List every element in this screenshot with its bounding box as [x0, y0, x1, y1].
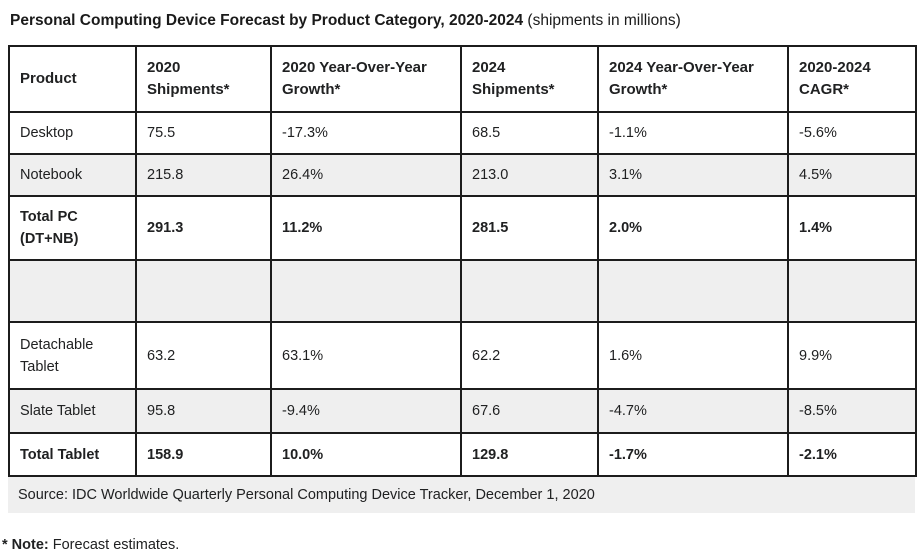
footnote: * Note: Forecast estimates. [2, 535, 915, 555]
table-row-notebook: Notebook 215.8 26.4% 213.0 3.1% 4.5% [8, 153, 917, 197]
value-cell: 3.1% [597, 153, 789, 197]
value-cell: 63.2 [135, 321, 272, 390]
header-row: Product 2020 Shipments* 2020 Year-Over-Y… [8, 45, 917, 113]
value-cell: 1.4% [787, 195, 917, 261]
table-row-detachable-tablet: Detachable Tablet 63.2 63.1% 62.2 1.6% 9… [8, 321, 917, 390]
value-cell: 63.1% [270, 321, 462, 390]
product-cell: Total PC (DT+NB) [8, 195, 137, 261]
value-cell: -1.7% [597, 432, 789, 477]
value-cell: 215.8 [135, 153, 272, 197]
value-cell: 67.6 [460, 388, 599, 434]
value-cell: -2.1% [787, 432, 917, 477]
source-bar: Source: IDC Worldwide Quarterly Personal… [8, 477, 915, 513]
table-row-desktop: Desktop 75.5 -17.3% 68.5 -1.1% -5.6% [8, 111, 917, 155]
value-cell: 4.5% [787, 153, 917, 197]
value-cell: 11.2% [270, 195, 462, 261]
page-title-main: Personal Computing Device Forecast by Pr… [10, 12, 524, 29]
table-row-spacer [8, 259, 917, 323]
value-cell: 75.5 [135, 111, 272, 155]
value-cell: -9.4% [270, 388, 462, 434]
empty-cell [787, 259, 917, 323]
page-title: Personal Computing Device Forecast by Pr… [10, 10, 915, 32]
value-cell: -5.6% [787, 111, 917, 155]
value-cell: 95.8 [135, 388, 272, 434]
table-row-total-pc: Total PC (DT+NB) 291.3 11.2% 281.5 2.0% … [8, 195, 917, 261]
product-cell: Slate Tablet [8, 388, 137, 434]
table-row-total-tablet: Total Tablet 158.9 10.0% 129.8 -1.7% -2.… [8, 432, 917, 477]
product-cell: Detachable Tablet [8, 321, 137, 390]
empty-cell [597, 259, 789, 323]
column-header-2020-shipments: 2020 Shipments* [135, 45, 272, 113]
product-cell: Total Tablet [8, 432, 137, 477]
value-cell: 1.6% [597, 321, 789, 390]
column-header-2024-growth: 2024 Year-Over-Year Growth* [597, 45, 789, 113]
value-cell: 9.9% [787, 321, 917, 390]
value-cell: 26.4% [270, 153, 462, 197]
empty-cell [270, 259, 462, 323]
empty-cell [8, 259, 137, 323]
page-title-suffix: (shipments in millions) [523, 12, 681, 29]
value-cell: -1.1% [597, 111, 789, 155]
value-cell: 129.8 [460, 432, 599, 477]
value-cell: 281.5 [460, 195, 599, 261]
product-cell: Notebook [8, 153, 137, 197]
value-cell: -4.7% [597, 388, 789, 434]
value-cell: -8.5% [787, 388, 917, 434]
value-cell: 158.9 [135, 432, 272, 477]
value-cell: 2.0% [597, 195, 789, 261]
value-cell: -17.3% [270, 111, 462, 155]
column-header-product: Product [8, 45, 137, 113]
value-cell: 291.3 [135, 195, 272, 261]
value-cell: 68.5 [460, 111, 599, 155]
column-header-cagr: 2020-2024 CAGR* [787, 45, 917, 113]
value-cell: 213.0 [460, 153, 599, 197]
product-cell: Desktop [8, 111, 137, 155]
footnote-text: Forecast estimates. [48, 537, 180, 553]
footnote-label: * Note: [2, 537, 49, 553]
empty-cell [135, 259, 272, 323]
column-header-2020-growth: 2020 Year-Over-Year Growth* [270, 45, 462, 113]
page: Personal Computing Device Forecast by Pr… [2, 10, 917, 555]
value-cell: 62.2 [460, 321, 599, 390]
empty-cell [460, 259, 599, 323]
forecast-table: Product 2020 Shipments* 2020 Year-Over-Y… [8, 45, 917, 477]
column-header-2024-shipments: 2024 Shipments* [460, 45, 599, 113]
value-cell: 10.0% [270, 432, 462, 477]
table-row-slate-tablet: Slate Tablet 95.8 -9.4% 67.6 -4.7% -8.5% [8, 388, 917, 434]
